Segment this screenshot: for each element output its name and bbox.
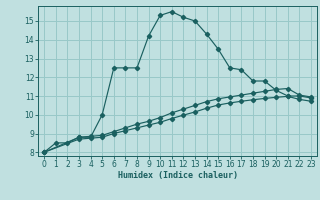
X-axis label: Humidex (Indice chaleur): Humidex (Indice chaleur) [118, 171, 238, 180]
